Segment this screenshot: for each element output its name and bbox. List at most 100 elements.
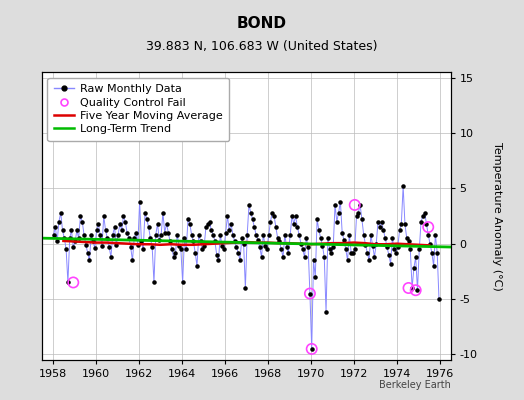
Point (329, 244, 337, 250)
Point (139, 246, 147, 252)
Point (433, 249, 441, 256)
Point (305, 290, 314, 297)
Point (64, 279, 72, 286)
Point (191, 249, 199, 256)
Point (148, 244, 156, 250)
Point (424, 232, 432, 238)
Text: Berkeley Earth: Berkeley Earth (379, 380, 451, 390)
Point (162, 220, 171, 227)
Point (49, 232, 58, 238)
Point (78, 218, 86, 225)
Point (91, 245, 99, 251)
Point (342, 246, 350, 252)
Point (143, 216, 151, 222)
Point (431, 232, 440, 238)
Point (223, 213, 232, 219)
Point (266, 218, 275, 225)
Point (177, 246, 185, 252)
Point (203, 220, 212, 227)
Point (248, 216, 257, 222)
Point (308, 346, 316, 352)
Point (388, 235, 397, 241)
Point (132, 230, 140, 236)
Point (435, 296, 443, 302)
Point (336, 198, 345, 205)
Point (261, 243, 269, 249)
Point (73, 227, 81, 234)
Point (159, 210, 167, 216)
Point (241, 285, 249, 291)
Point (365, 257, 373, 264)
Point (309, 257, 318, 264)
Point (333, 218, 341, 225)
Point (250, 224, 258, 230)
Point (180, 235, 189, 241)
Point (397, 220, 406, 227)
Point (290, 220, 298, 227)
Point (362, 242, 370, 248)
Point (424, 224, 432, 230)
Y-axis label: Temperature Anomaly (°C): Temperature Anomaly (°C) (492, 142, 501, 290)
Point (89, 238, 97, 245)
Point (218, 243, 226, 249)
Point (286, 232, 294, 238)
Point (166, 238, 174, 245)
Point (211, 238, 219, 245)
Point (392, 249, 400, 256)
Point (408, 285, 416, 291)
Point (58, 227, 67, 234)
Point (252, 232, 260, 238)
Point (237, 235, 246, 241)
Point (374, 218, 382, 225)
Point (338, 230, 346, 236)
Point (297, 240, 305, 247)
Point (71, 238, 79, 245)
Point (154, 220, 162, 227)
Point (125, 235, 133, 241)
Point (227, 220, 235, 227)
Point (222, 230, 230, 236)
Point (426, 240, 434, 247)
Point (376, 224, 384, 230)
Point (265, 232, 273, 238)
Point (390, 246, 398, 252)
Point (411, 287, 420, 294)
Point (383, 244, 391, 250)
Point (247, 210, 255, 216)
Point (111, 224, 119, 230)
Legend: Raw Monthly Data, Quality Control Fail, Five Year Moving Average, Long-Term Tren: Raw Monthly Data, Quality Control Fail, … (48, 78, 229, 141)
Point (198, 246, 206, 252)
Point (87, 232, 95, 238)
Point (401, 220, 409, 227)
Point (160, 230, 169, 236)
Point (239, 240, 248, 247)
Point (83, 249, 92, 256)
Point (399, 183, 407, 189)
Point (134, 242, 142, 248)
Point (126, 244, 135, 250)
Point (103, 235, 112, 241)
Point (101, 227, 110, 234)
Point (419, 213, 427, 219)
Text: 39.883 N, 106.683 W (United States): 39.883 N, 106.683 W (United States) (146, 40, 378, 53)
Point (189, 238, 198, 245)
Point (386, 260, 395, 267)
Point (263, 246, 271, 252)
Point (169, 254, 178, 260)
Point (327, 249, 335, 256)
Point (270, 213, 278, 219)
Point (363, 249, 372, 256)
Point (411, 254, 420, 260)
Point (413, 287, 422, 294)
Point (254, 237, 262, 244)
Point (82, 242, 90, 248)
Point (417, 218, 425, 225)
Point (259, 232, 268, 238)
Point (379, 227, 388, 234)
Point (205, 218, 214, 225)
Point (356, 202, 364, 208)
Point (135, 198, 144, 205)
Point (385, 252, 393, 258)
Point (405, 285, 413, 291)
Point (370, 254, 379, 260)
